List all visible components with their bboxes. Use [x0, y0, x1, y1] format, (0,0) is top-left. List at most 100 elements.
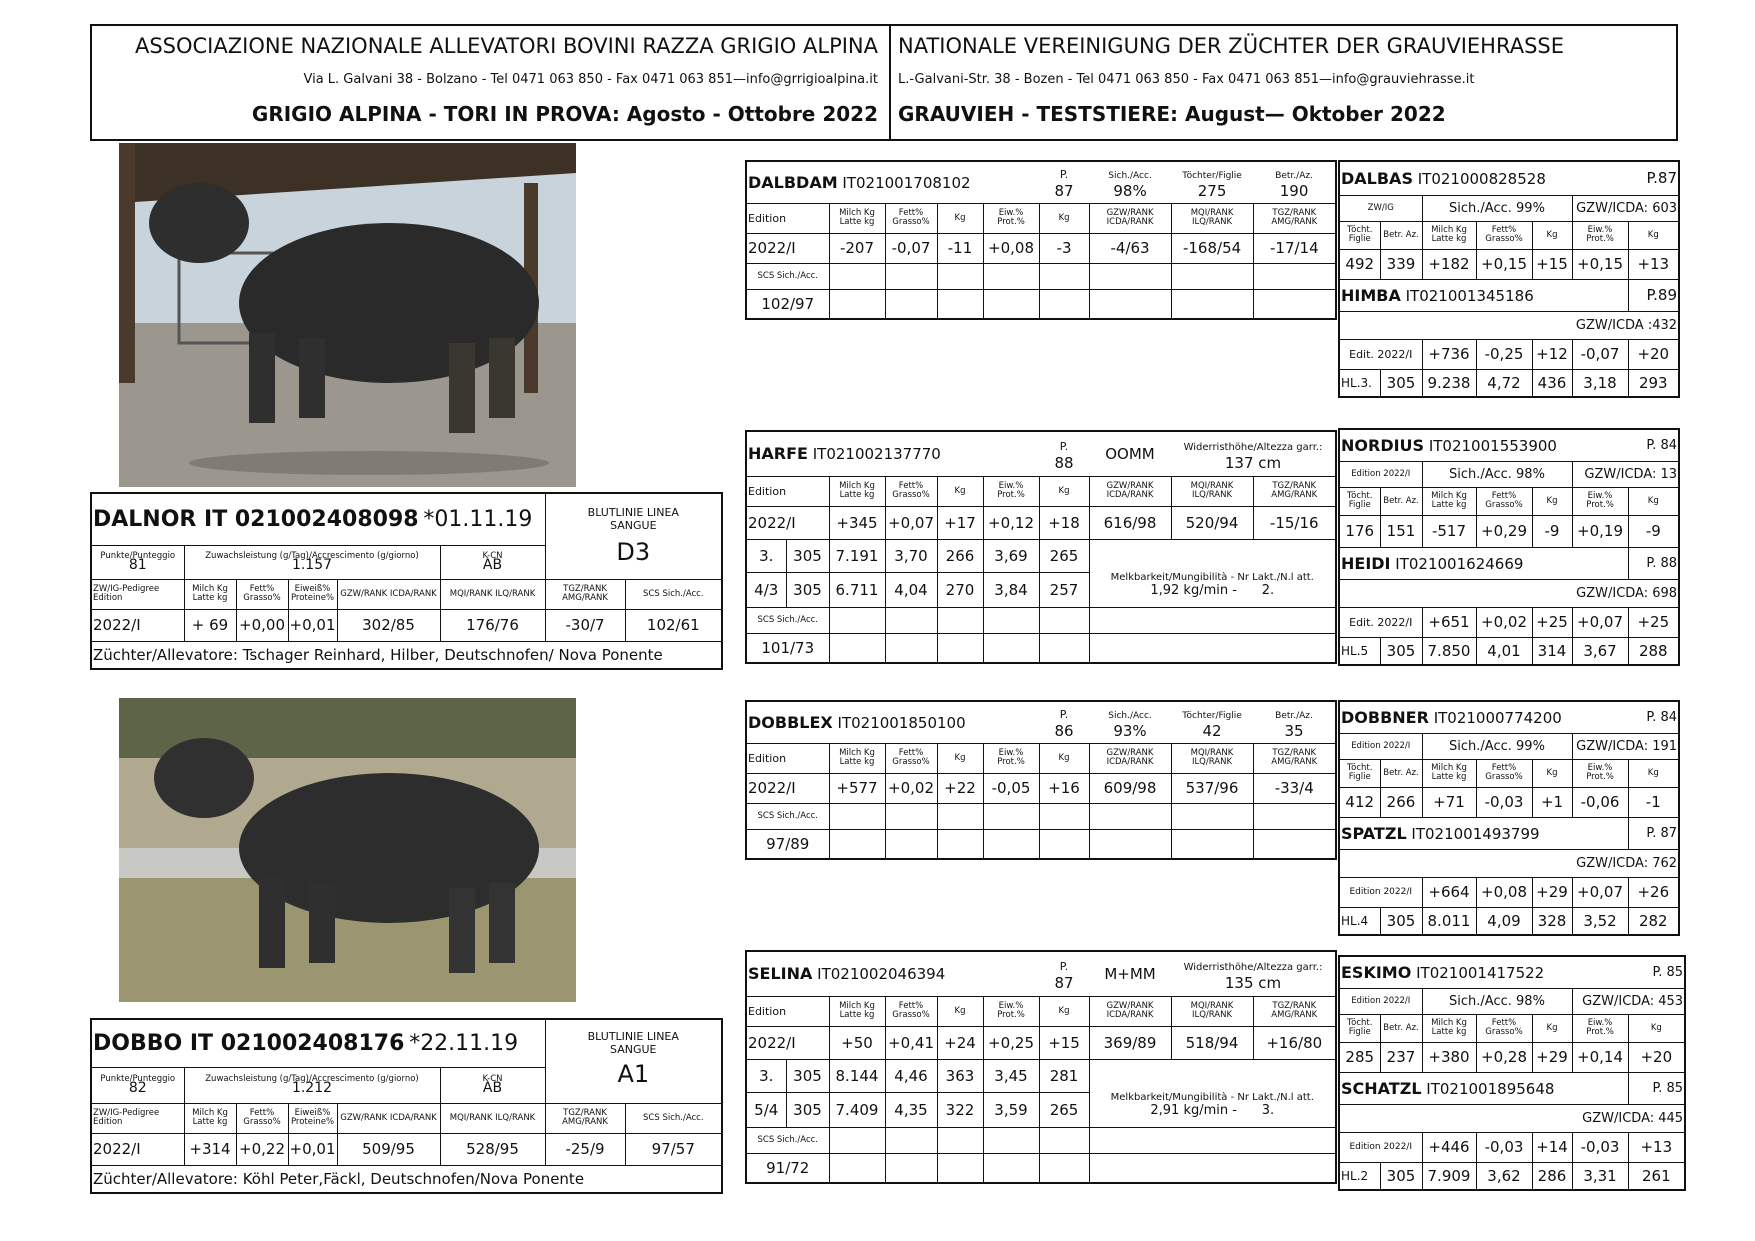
- selina-lact2-fatkg: 322: [936, 1091, 984, 1128]
- selina-melk: Melkbarkeit/Mungibilità - Nr Lakt./N.l a…: [1088, 1092, 1337, 1128]
- dalbdam-h-tgz: TGZ/RANK AMG/RANK: [1252, 202, 1337, 234]
- dalbdam-toechter: Töchter/Figlie 275: [1182, 171, 1242, 201]
- dobblex-scs: 97/89: [745, 828, 830, 860]
- selina-h-mqi: MQI/RANK ILQ/RANK: [1170, 995, 1254, 1027]
- selina-lact2-nr: 5/4: [745, 1091, 787, 1128]
- selina-name: SELINA: [748, 964, 813, 984]
- eskimo-gzw: GZW/ICDA: 453: [1571, 987, 1686, 1015]
- dalbas-tocht: 492: [1338, 248, 1381, 280]
- de-subtitle: GRAUVIEH - TESTSTIERE: August— Oktober 2…: [898, 102, 1446, 126]
- dalnor-blut: D3: [616, 538, 651, 566]
- dalbdam-table: DALBDAM IT021001708102 P. 87 Sich./Acc. 98…: [745, 160, 1338, 320]
- harfe-table: HARFE IT021002137770 P. 88 OOMM Widerrist…: [745, 430, 1337, 664]
- dobbner-h-fett: Fett% Grasso%: [1475, 758, 1533, 788]
- dobbo-zuwachs: Zuwachsleistung (g/Tag)/Accrescimento (g…: [183, 1066, 441, 1104]
- dalnor-born: *01.11.19: [423, 506, 533, 532]
- selina-lact2-milk: 7.409: [828, 1091, 886, 1128]
- dobbo-punkte: Punkte/Punteggio 82: [90, 1066, 185, 1104]
- schatzl-milch: +446: [1421, 1131, 1477, 1163]
- nordius-h-tocht: Töcht. Figlie: [1338, 486, 1381, 516]
- dobbo-scs: 97/57: [624, 1132, 723, 1166]
- dalbas-eiw: +0,15: [1571, 248, 1629, 280]
- de-address: L.-Galvani-Str. 38 - Bozen - Tel 0471 06…: [898, 72, 1475, 87]
- dalnor-edition: 2022/I: [90, 608, 185, 642]
- heidi-hl-days: 305: [1379, 636, 1423, 666]
- harfe-lact1-days: 305: [785, 538, 830, 573]
- harfe-name: HARFE: [748, 444, 808, 464]
- it-title: ASSOCIAZIONE NAZIONALE ALLEVATORI BOVINI…: [134, 34, 878, 58]
- himba-id: IT021001345186: [1405, 286, 1534, 305]
- selina-lact1-fatkg: 363: [936, 1058, 984, 1093]
- dalbdam-gzw: -4/63: [1088, 232, 1172, 264]
- dobblex-milch: +577: [828, 772, 886, 804]
- dalbas-milch: +182: [1421, 248, 1477, 280]
- eskimo-id: IT021001417522: [1416, 963, 1545, 982]
- himba-milch: +736: [1421, 338, 1477, 370]
- spatzl-p: P. 87: [1627, 816, 1680, 850]
- eskimo-sich: Sich./Acc. 98%: [1421, 987, 1573, 1015]
- selina-edition: 2022/I: [745, 1025, 830, 1060]
- selina-eiw: +0,25: [982, 1025, 1040, 1060]
- harfe-h-mqi: MQI/RANK ILQ/RANK: [1170, 475, 1254, 507]
- dalbdam-h-eiw: Eiw.% Prot.%: [982, 202, 1040, 234]
- dalbdam-fett: -0,07: [884, 232, 938, 264]
- dobbo-blut: A1: [617, 1060, 650, 1088]
- heidi-milch: +651: [1421, 606, 1477, 638]
- dalnor-name: DALNOR IT 021002408098: [93, 506, 419, 532]
- heidi-id: IT021001624669: [1395, 554, 1524, 573]
- dalbas-kg2: +13: [1627, 248, 1680, 280]
- dobbner-h-tocht: Töcht. Figlie: [1338, 758, 1381, 788]
- schatzl-kg: +14: [1531, 1131, 1573, 1163]
- dalnor-milch: + 69: [183, 608, 237, 642]
- selina-h-kg: Kg: [936, 995, 984, 1027]
- eskimo-betr: 237: [1379, 1041, 1423, 1073]
- eskimo-schatzl-table: ESKIMO IT021001417522 P. 85 Edition 2022/…: [1338, 955, 1687, 1191]
- dobbner-eiw: -0,06: [1571, 786, 1629, 818]
- schatzl-id: IT021001895648: [1426, 1079, 1555, 1098]
- dobbner-h-betr: Betr. Az.: [1379, 758, 1423, 788]
- selina-lact1-fat: 4,46: [884, 1058, 938, 1093]
- spatzl-eiw: +0,07: [1571, 876, 1629, 908]
- dalbdam-id: IT021001708102: [842, 173, 971, 192]
- harfe-lact2-protkg: 257: [1038, 571, 1090, 608]
- dobblex-eiw: -0,05: [982, 772, 1040, 804]
- dalnor-h-gzw: GZW/RANK ICDA/RANK: [336, 578, 441, 610]
- de-title: NATIONALE VEREINIGUNG DER ZÜCHTER DER GR…: [898, 34, 1564, 58]
- himba-hl-fat: 4,72: [1475, 368, 1533, 398]
- dalbdam-h-milch: Milch Kg Latte kg: [828, 202, 886, 234]
- dobbner-id: IT021000774200: [1433, 708, 1562, 727]
- schatzl-hl-prot: 3,31: [1571, 1161, 1629, 1191]
- selina-kg2: +15: [1038, 1025, 1090, 1060]
- dalbdam-scs: 102/97: [745, 288, 830, 320]
- dobblex-h-tgz: TGZ/RANK AMG/RANK: [1252, 742, 1337, 774]
- dalnor-blut-label: BLUTLINIE LINEA SANGUE: [587, 506, 679, 532]
- dobblex-h-kg: Kg: [936, 742, 984, 774]
- selina-id: IT021002046394: [817, 965, 946, 984]
- dalbdam-name: DALBDAM: [748, 172, 838, 192]
- schatzl-eiw: -0,03: [1571, 1131, 1629, 1163]
- header-divider: [889, 26, 891, 139]
- spatzl-hl-fatkg: 328: [1531, 906, 1573, 936]
- dalbdam-h-kg2: Kg: [1038, 202, 1090, 234]
- dobblex-betr: Betr./Az. 35: [1275, 711, 1313, 741]
- dalbas-gzw: GZW/ICDA: 603: [1571, 194, 1680, 222]
- harfe-lact2-milk: 6.711: [828, 571, 886, 608]
- nordius-fett: +0,29: [1475, 514, 1533, 548]
- spatzl-hl-prot: 3,52: [1571, 906, 1629, 936]
- dalnor-scs: 102/61: [624, 608, 723, 642]
- schatzl-gzw: GZW/ICDA: 445: [1338, 1103, 1686, 1133]
- selina-fett: +0,41: [884, 1025, 938, 1060]
- dalbas-p: P.87: [1628, 160, 1680, 196]
- dobblex-mqi: 537/96: [1170, 772, 1254, 804]
- selina-h-scs: SCS Sich./Acc.: [745, 1126, 830, 1154]
- dobblex-kg1: +22: [936, 772, 984, 804]
- dalbas-fett: +0,15: [1475, 248, 1533, 280]
- eskimo-ed: Edition 2022/I: [1338, 987, 1423, 1015]
- selina-lact1-days: 305: [785, 1058, 830, 1093]
- himba-eiw: -0,07: [1571, 338, 1629, 370]
- dalnor-h-fett: Fett% Grasso%: [235, 578, 289, 610]
- selina-lact1-protkg: 281: [1038, 1058, 1090, 1093]
- selina-gzw: 369/89: [1088, 1025, 1172, 1060]
- dobblex-h-gzw: GZW/RANK ICDA/RANK: [1088, 742, 1172, 774]
- dobblex-kg2: +16: [1038, 772, 1090, 804]
